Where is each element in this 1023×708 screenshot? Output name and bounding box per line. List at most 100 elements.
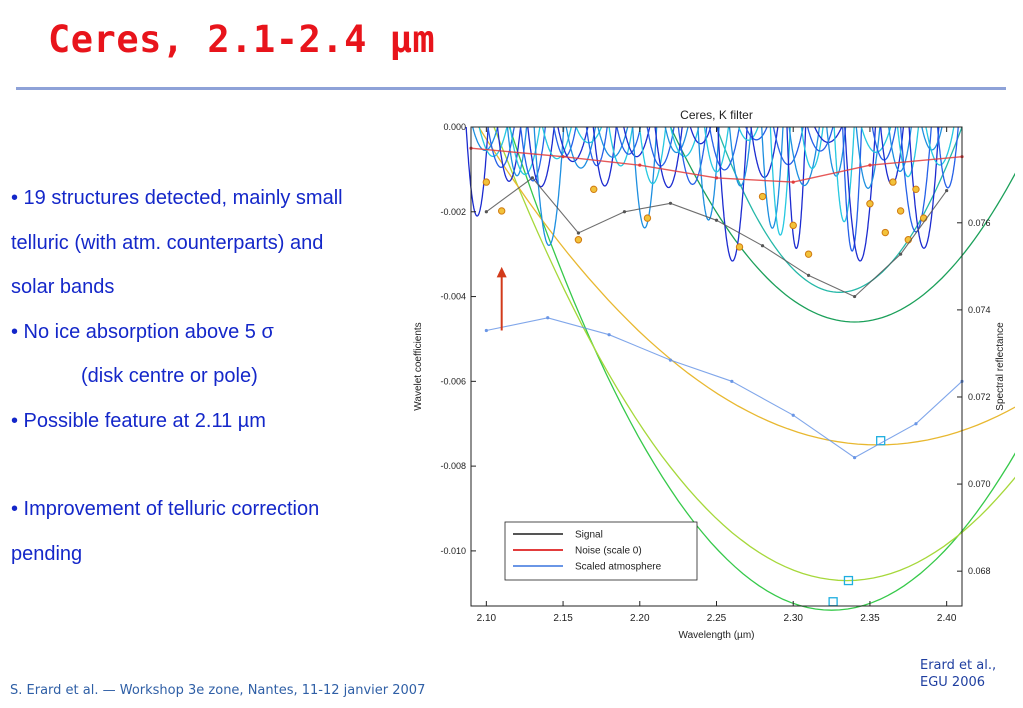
credit-note: Erard et al., EGU 2006: [920, 657, 996, 691]
bullet-line-6: • Possible feature at 2.11 µm: [11, 409, 266, 432]
x-tick-label: 2.25: [707, 613, 727, 624]
series-point: [914, 422, 918, 426]
fit-curve: [689, 126, 712, 145]
fit-curve: [908, 126, 940, 249]
title-rule: [16, 87, 1006, 90]
legend-label: Scaled atmosphere: [575, 562, 662, 573]
footer-text: S. Erard et al. — Workshop 3e zone, Nant…: [10, 683, 426, 698]
fit-curve: [465, 126, 489, 217]
fit-curve: [493, 126, 1015, 582]
bullet-spacer: [11, 443, 451, 487]
bullet-line-4: • No ice absorption above 5 σ: [11, 320, 274, 343]
series-point: [730, 379, 734, 383]
detection-marker: [789, 221, 797, 230]
fit-curve: [936, 126, 959, 189]
bullet-line-7: • Improvement of telluric correction: [11, 498, 320, 520]
series-point: [484, 210, 488, 214]
fit-curve: [557, 126, 589, 163]
chart-axes: Ceres, K filter Wavelength (µm) Wavelet co…: [413, 108, 1006, 641]
fit-curve: [519, 126, 546, 182]
fit-curve: [703, 126, 730, 173]
fit-curve: [738, 126, 759, 142]
fit-curve: [654, 126, 683, 189]
bullet-line-2: telluric (with atm. counterparts) and: [11, 231, 324, 254]
series-point: [852, 456, 857, 460]
fit-curve: [592, 126, 617, 187]
fit-curve: [677, 126, 708, 186]
x-tick-label: 2.40: [937, 613, 957, 624]
series-point: [638, 163, 642, 167]
fit-curve: [728, 126, 752, 187]
series-line-3: [486, 317, 963, 459]
fit-curve: [638, 126, 667, 185]
fit-curve: [669, 126, 700, 158]
series-point: [530, 176, 534, 180]
fit-curve: [925, 126, 955, 166]
credit-line-2: EGU 2006: [920, 675, 986, 690]
fit-curve: [717, 126, 748, 262]
fit-curve: [541, 126, 572, 160]
detection-marker: [919, 214, 928, 222]
bullet-line-8: pending: [11, 542, 83, 565]
y-axis-label-left: Wavelet coefficients: [413, 322, 424, 410]
minimum-marker: [828, 597, 838, 607]
y-tick-label-left: -0.002: [440, 207, 466, 217]
fit-curve: [608, 126, 634, 167]
series-point: [806, 273, 811, 277]
y-tick-label-left: -0.006: [440, 376, 466, 386]
series-point: [714, 218, 719, 222]
legend-label: Noise (scale 0): [575, 546, 642, 557]
detection-marker: [881, 228, 889, 237]
series-point: [484, 328, 488, 333]
fit-curve: [664, 126, 689, 154]
y-tick-label-right: 0.074: [968, 305, 991, 315]
slide-title: Ceres, 2.1-2.4 µm: [48, 18, 436, 61]
fit-curve: [855, 126, 881, 189]
fit-curve: [880, 126, 905, 186]
detection-marker: [804, 250, 813, 258]
series-point: [561, 155, 565, 159]
fit-curve: [697, 126, 720, 221]
series-point: [668, 201, 673, 205]
fit-curve: [786, 126, 807, 250]
fit-curve: [585, 126, 608, 167]
fit-curve: [565, 126, 597, 169]
fit-curve: [888, 126, 912, 172]
fit-curve: [833, 126, 855, 223]
detection-marker: [889, 178, 897, 186]
y-tick-label-right: 0.070: [968, 479, 991, 489]
detection-marker: [758, 192, 767, 201]
detection-marker: [643, 214, 652, 222]
fit-curve: [623, 126, 651, 158]
decorative-fit-curves: [465, 126, 1015, 611]
series-point: [760, 244, 765, 248]
fit-curve: [708, 126, 740, 171]
bullet-line-1: • 19 structures detected, mainly small: [11, 187, 343, 209]
fit-curve: [478, 126, 508, 158]
series-point: [899, 252, 903, 256]
fit-curve: [745, 126, 768, 141]
fit-curve: [597, 126, 629, 158]
y-axis-label-right: Spectral reflectance: [995, 322, 1006, 411]
series-point: [576, 231, 581, 235]
detection-marker: [482, 178, 491, 186]
y-tick-label-right: 0.068: [968, 566, 991, 576]
fit-curve: [826, 126, 847, 177]
bullet-line-5: (disk centre or pole): [81, 365, 258, 387]
detection-marker: [590, 185, 598, 194]
fit-curve: [800, 126, 824, 170]
y-tick-label-left: 0.000: [443, 122, 466, 132]
series-point: [868, 163, 872, 167]
detection-marker: [497, 207, 506, 215]
series-point: [622, 210, 627, 214]
fit-curve: [496, 126, 522, 183]
fit-curve: [616, 126, 642, 155]
series-point: [668, 358, 673, 362]
detection-marker: [912, 185, 920, 194]
fit-curve: [533, 126, 565, 247]
detection-marker: [896, 207, 905, 215]
y-tick-label-left: -0.008: [440, 461, 466, 471]
x-axis-label: Wavelength (µm): [679, 630, 755, 641]
y-tick-label-right: 0.072: [968, 392, 991, 402]
series-point: [791, 413, 795, 417]
